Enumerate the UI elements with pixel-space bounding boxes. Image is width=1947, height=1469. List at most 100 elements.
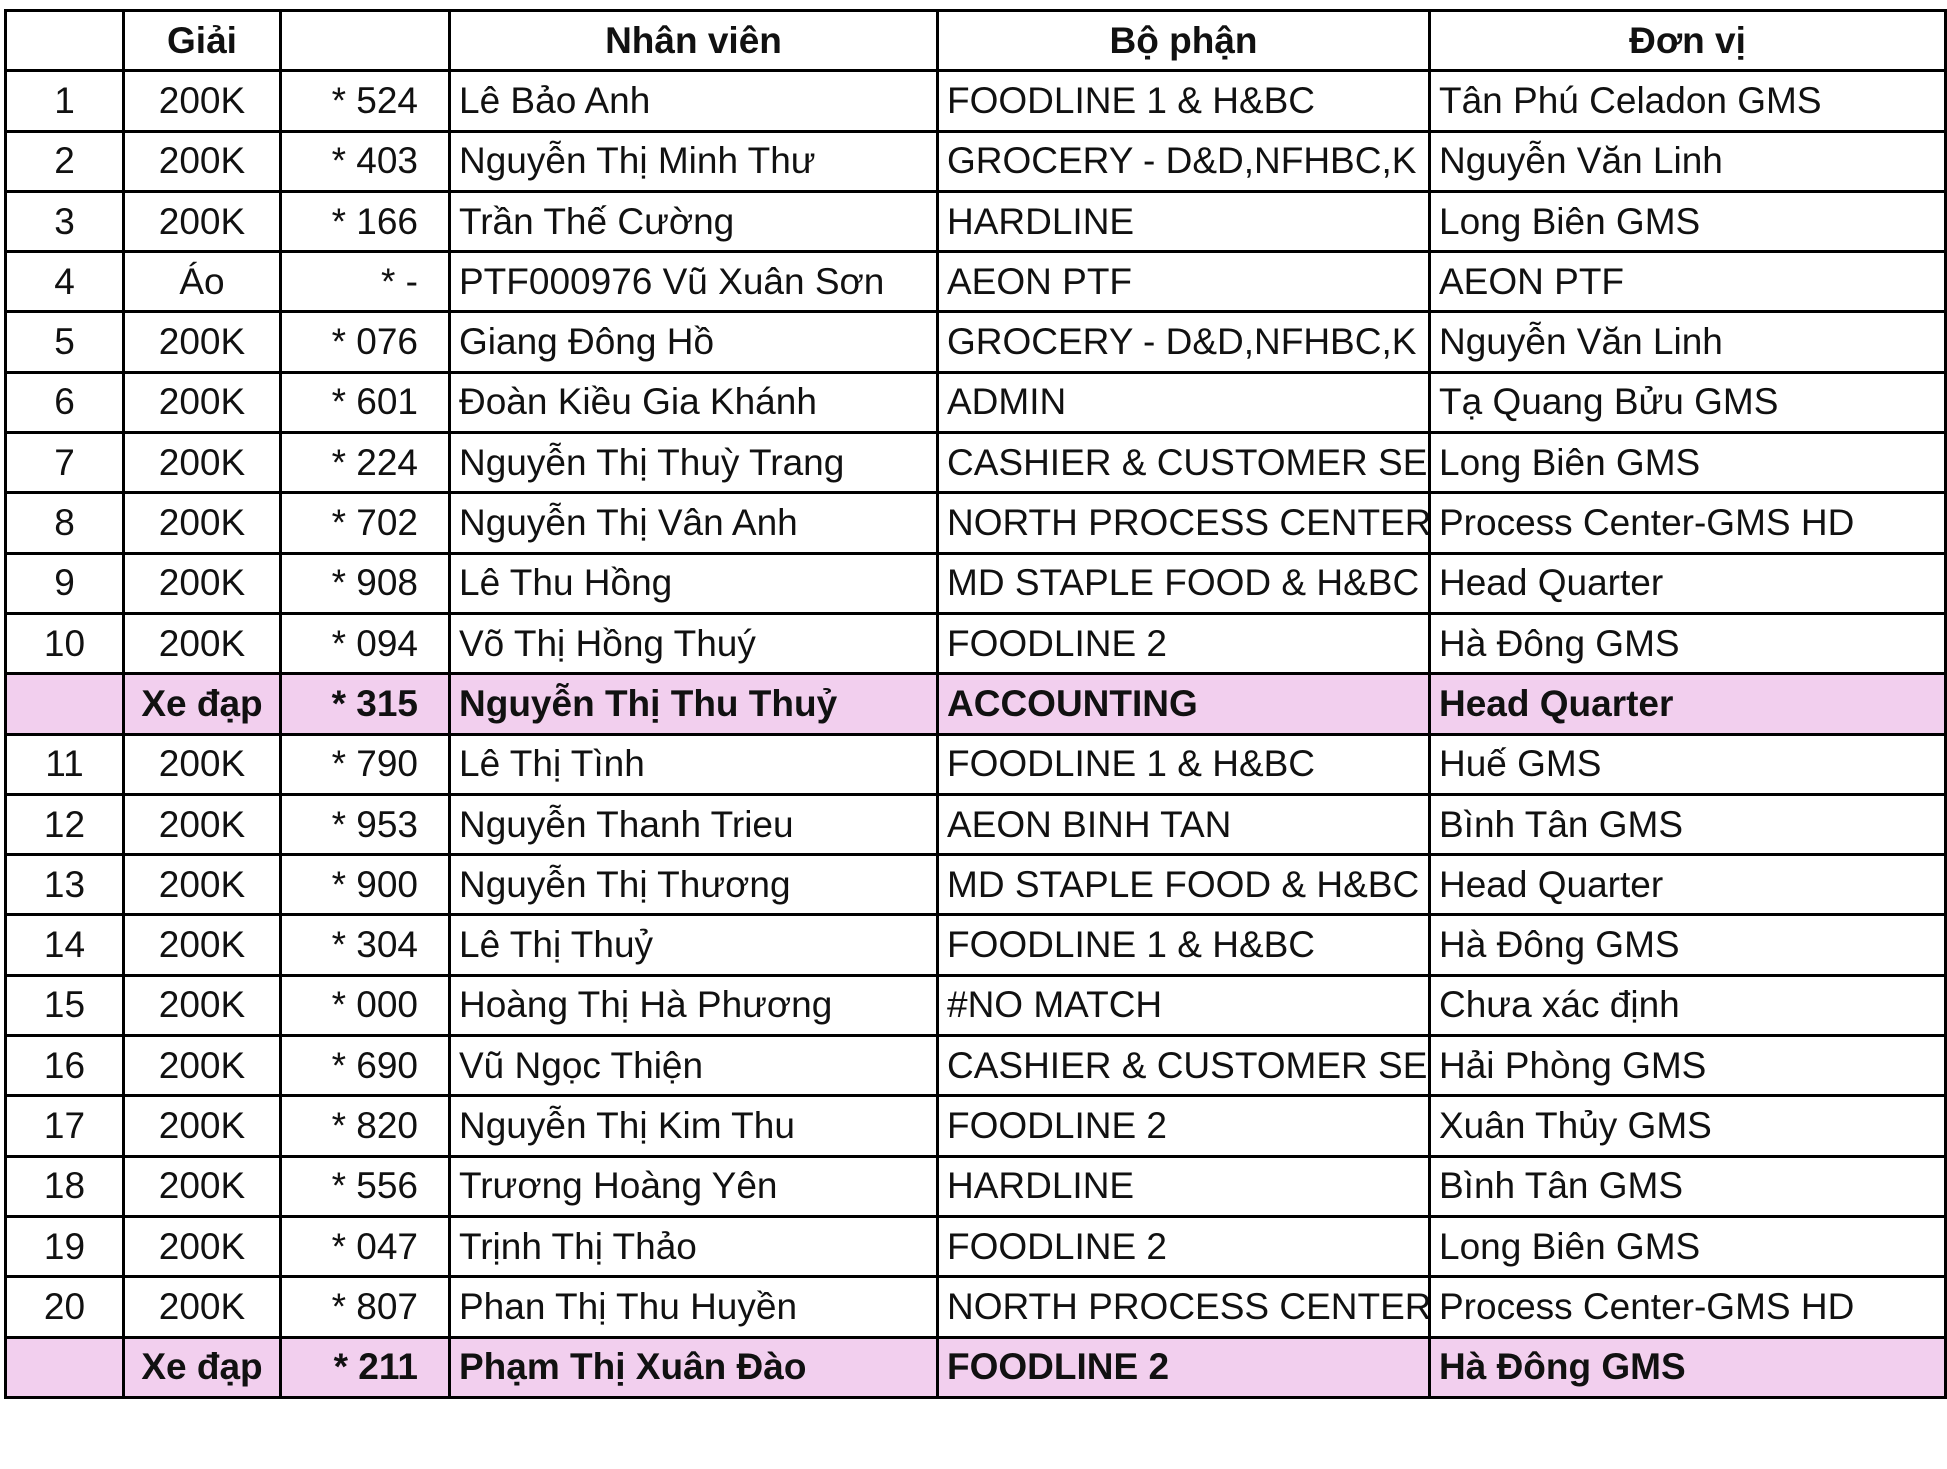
prize-cell: Xe đạp [122, 672, 282, 736]
name-cell: Lê Thị Tình [448, 732, 939, 796]
prize-cell: 200K [122, 913, 282, 977]
no-cell: 7 [4, 431, 125, 495]
prize-cell: 200K [122, 551, 282, 615]
dept-cell: GROCERY - D&D,NFHBC,K [936, 310, 1431, 374]
table-row: 9 200K * 908 Lê Thu Hồng MD STAPLE FOOD & H&… [4, 551, 1947, 615]
name-cell: Đoàn Kiều Gia Khánh [448, 370, 939, 435]
dept-cell: GROCERY - D&D,NFHBC,K [936, 129, 1431, 193]
prize-table: Giải Nhân viên Bộ phận Đơn vị 1 200K * 524 Lê B… [4, 8, 1947, 1399]
prize-cell: Áo [122, 250, 282, 314]
header-cell: Đơn vị [1428, 8, 1947, 73]
no-cell: 11 [4, 732, 125, 796]
dept-cell: HARDLINE [936, 189, 1431, 254]
table-row: 12 200K * 953 Nguyễn Thanh Trieu AEON BINH T… [4, 792, 1947, 857]
name-cell: Trần Thế Cường [448, 189, 939, 254]
table-row: 1 200K * 524 Lê Bảo Anh FOODLINE 1 & H&BC Tân… [4, 69, 1947, 133]
header-cell: Bộ phận [936, 8, 1431, 73]
no-cell: 13 [4, 853, 125, 917]
no-cell: 18 [4, 1154, 125, 1218]
no-cell: 6 [4, 370, 125, 435]
dept-cell: MD STAPLE FOOD & H&BC [936, 853, 1431, 917]
unit-cell: AEON PTF [1428, 250, 1947, 314]
dept-cell: FOODLINE 2 [936, 1094, 1431, 1158]
code-cell: * 315 [279, 672, 451, 736]
code-cell: * 166 [279, 189, 451, 254]
name-cell: Giang Đông Hồ [448, 310, 939, 374]
code-cell: * 953 [279, 792, 451, 857]
table-row: 10 200K * 094 Võ Thị Hồng Thuý FOODLINE 2 Hà … [4, 611, 1947, 676]
code-cell: * 000 [279, 973, 451, 1038]
table-row: 5 200K * 076 Giang Đông Hồ GROCERY - D&D,NFH… [4, 310, 1947, 374]
code-cell: * 690 [279, 1034, 451, 1098]
name-cell: Lê Thu Hồng [448, 551, 939, 615]
header-cell [4, 8, 125, 73]
dept-cell: FOODLINE 1 & H&BC [936, 913, 1431, 977]
code-cell: * 900 [279, 853, 451, 917]
code-cell: * 224 [279, 431, 451, 495]
no-cell: 12 [4, 792, 125, 857]
no-cell: 14 [4, 913, 125, 977]
unit-cell: Head Quarter [1428, 853, 1947, 917]
table-row: 19 200K * 047 Trịnh Thị Thảo FOODLINE 2 Long … [4, 1214, 1947, 1279]
table-row: 7 200K * 224 Nguyễn Thị Thuỳ Trang CASHIER &… [4, 431, 1947, 495]
no-cell: 15 [4, 973, 125, 1038]
code-cell: * - [279, 250, 451, 314]
header-cell: Nhân viên [448, 8, 939, 73]
dept-cell: CASHIER & CUSTOMER SE [936, 1034, 1431, 1098]
table-row: 4 Áo * - PTF000976 Vũ Xuân Sơn AEON PTF AEON … [4, 250, 1947, 314]
name-cell: Hoàng Thị Hà Phương [448, 973, 939, 1038]
dept-cell: AEON BINH TAN [936, 792, 1431, 857]
dept-cell: #NO MATCH [936, 973, 1431, 1038]
no-cell: 3 [4, 189, 125, 254]
unit-cell: Hải Phòng GMS [1428, 1034, 1947, 1098]
unit-cell: Long Biên GMS [1428, 1214, 1947, 1279]
prize-cell: 200K [122, 853, 282, 917]
no-cell: 1 [4, 69, 125, 133]
prize-cell: 200K [122, 189, 282, 254]
code-cell: * 820 [279, 1094, 451, 1158]
prize-cell: 200K [122, 370, 282, 435]
name-cell: Lê Bảo Anh [448, 69, 939, 133]
unit-cell: Bình Tân GMS [1428, 1154, 1947, 1218]
table-row: 15 200K * 000 Hoàng Thị Hà Phương #NO MATCH C… [4, 973, 1947, 1038]
header-cell: Giải [122, 8, 282, 73]
unit-cell: Head Quarter [1428, 672, 1947, 736]
unit-cell: Nguyễn Văn Linh [1428, 310, 1947, 374]
name-cell: Trịnh Thị Thảo [448, 1214, 939, 1279]
unit-cell: Hà Đông GMS [1428, 611, 1947, 676]
table-row: 8 200K * 702 Nguyễn Thị Vân Anh NORTH PROCES… [4, 491, 1947, 555]
no-cell [4, 1335, 125, 1399]
no-cell: 19 [4, 1214, 125, 1279]
prize-cell: 200K [122, 1154, 282, 1218]
name-cell: Nguyễn Thị Minh Thư [448, 129, 939, 193]
name-cell: Nguyễn Thanh Trieu [448, 792, 939, 857]
prize-cell: 200K [122, 310, 282, 374]
name-cell: Nguyễn Thị Vân Anh [448, 491, 939, 555]
dept-cell: NORTH PROCESS CENTER [936, 491, 1431, 555]
table-row: 14 200K * 304 Lê Thị Thuỷ FOODLINE 1 & H&BC H… [4, 913, 1947, 977]
unit-cell: Hà Đông GMS [1428, 1335, 1947, 1399]
table-row: 16 200K * 690 Vũ Ngọc Thiện CASHIER & CUSTOM… [4, 1034, 1947, 1098]
prize-cell: 200K [122, 1214, 282, 1279]
dept-cell: NORTH PROCESS CENTER [936, 1275, 1431, 1339]
header-row: Giải Nhân viên Bộ phận Đơn vị [4, 8, 1947, 73]
code-cell: * 076 [279, 310, 451, 374]
prize-cell: 200K [122, 431, 282, 495]
code-cell: * 790 [279, 732, 451, 796]
unit-cell: Xuân Thủy GMS [1428, 1094, 1947, 1158]
code-cell: * 094 [279, 611, 451, 676]
code-cell: * 908 [279, 551, 451, 615]
prize-cell: 200K [122, 69, 282, 133]
table-row: 18 200K * 556 Trương Hoàng Yên HARDLINE Bình … [4, 1154, 1947, 1218]
prize-cell: 200K [122, 491, 282, 555]
table-row: Xe đạp * 211 Phạm Thị Xuân Đào FOODLINE 2 Hà… [4, 1335, 1947, 1399]
code-cell: * 047 [279, 1214, 451, 1279]
unit-cell: Process Center-GMS HD [1428, 1275, 1947, 1339]
dept-cell: FOODLINE 1 & H&BC [936, 732, 1431, 796]
name-cell: Nguyễn Thị Kim Thu [448, 1094, 939, 1158]
prize-cell: 200K [122, 732, 282, 796]
name-cell: PTF000976 Vũ Xuân Sơn [448, 250, 939, 314]
code-cell: * 403 [279, 129, 451, 193]
code-cell: * 556 [279, 1154, 451, 1218]
